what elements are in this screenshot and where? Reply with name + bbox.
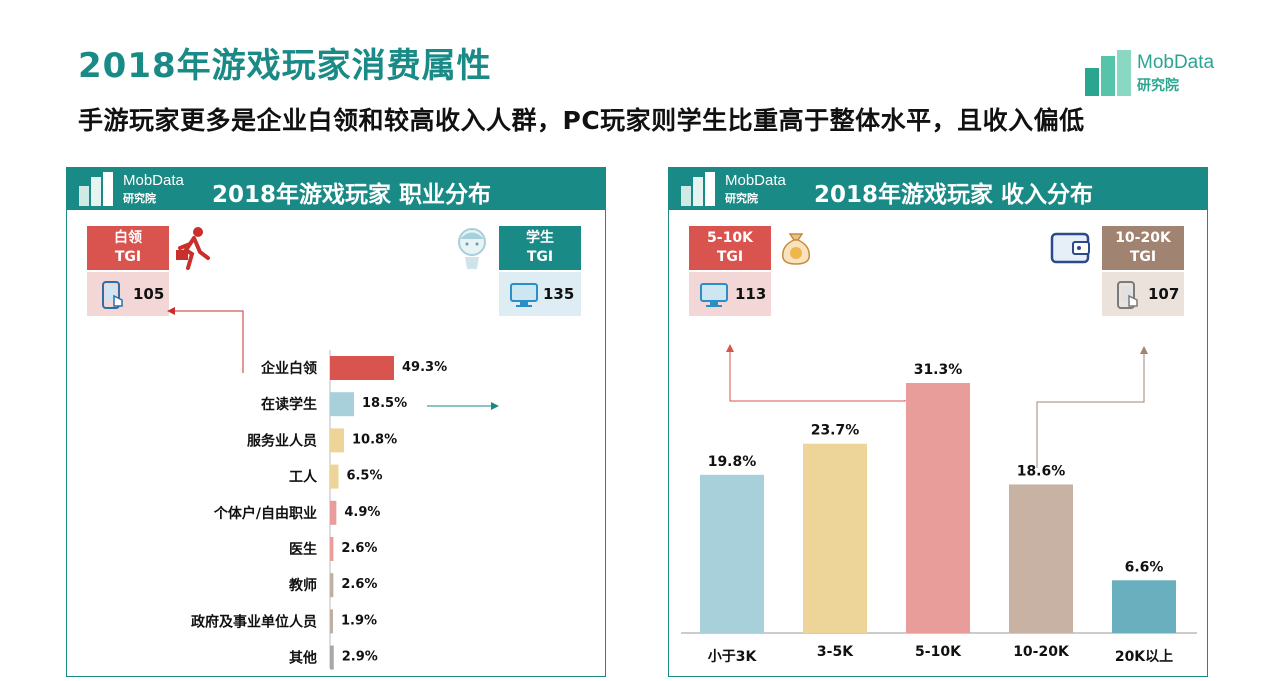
student-avatar-icon [458, 228, 486, 269]
tgi-label-line2: TGI [716, 249, 744, 265]
occupation-category-label: 教师 [289, 577, 317, 594]
income-10-20k-tgi-label: 10-20K TGI [1102, 226, 1184, 270]
student-arrow-head [491, 402, 499, 410]
occupation-bar [330, 573, 334, 598]
tgi-label-line2: TGI [1129, 249, 1157, 265]
occupation-bar [330, 609, 333, 634]
brand-logo: MobData 研究院 [1085, 50, 1245, 96]
income-bar [700, 474, 764, 633]
occupation-category-label: 政府及事业单位人员 [191, 613, 317, 630]
panel-logo-sub: 研究院 [123, 192, 156, 205]
mobile-tap-icon [1117, 281, 1138, 309]
income-category-label: 小于3K [708, 649, 758, 665]
money-bag-icon [781, 233, 811, 265]
income-bar [1112, 580, 1176, 633]
income-value-label: 23.7% [811, 423, 860, 439]
panel-logo-name: MobData [123, 172, 184, 189]
occupation-panel: MobData 研究院 2018年游戏玩家 职业分布 白领 TGI 105 学生… [66, 167, 606, 677]
panel-logo-sub: 研究院 [725, 192, 758, 205]
income-bar [1009, 484, 1073, 633]
wallet-icon [1050, 232, 1090, 264]
monitor-icon [700, 283, 728, 307]
occupation-value-label: 2.6% [341, 541, 377, 556]
occupation-bar [330, 645, 334, 670]
occupation-bar [330, 356, 394, 380]
occupation-value-label: 2.6% [341, 577, 377, 592]
white-collar-tgi-value: 105 [87, 272, 169, 316]
income-value-label: 18.6% [1017, 463, 1066, 479]
mobile-tap-icon [102, 281, 123, 309]
income-10-20k-arrow-line [1036, 352, 1145, 468]
occupation-panel-header: MobData 研究院 2018年游戏玩家 职业分布 [67, 168, 605, 210]
income-category-label: 20K以上 [1115, 649, 1173, 665]
tgi-label-line2: TGI [114, 249, 142, 265]
tgi-label-line1: 5-10K [707, 230, 753, 246]
income-10-20k-arrow-head [1140, 346, 1148, 354]
tgi-number: 107 [1148, 285, 1180, 303]
occupation-category-label: 其他 [289, 650, 317, 667]
occupation-category-label: 在读学生 [261, 396, 317, 413]
income-bar [803, 443, 867, 633]
tgi-label-line2: TGI [526, 249, 554, 265]
running-worker-icon [176, 227, 210, 270]
logo-sub: 研究院 [1137, 78, 1179, 94]
occupation-category-label: 企业白领 [260, 360, 317, 377]
occupation-bar [330, 464, 339, 489]
income-5-10k-arrow-line [729, 350, 906, 402]
mobdata-logo-icon [79, 172, 113, 206]
occupation-category-label: 个体户/自由职业 [213, 505, 317, 522]
occupation-bar [330, 500, 337, 525]
income-category-label: 10-20K [1013, 644, 1070, 660]
occupation-category-label: 服务业人员 [247, 432, 317, 449]
white-collar-arrow-head [167, 307, 175, 315]
income-panel-header: MobData 研究院 2018年游戏玩家 收入分布 [669, 168, 1207, 210]
income-value-label: 6.6% [1125, 559, 1164, 575]
monitor-icon [510, 283, 538, 307]
tgi-number: 113 [735, 285, 767, 303]
occupation-bar [330, 537, 334, 561]
logo-name: MobData [1137, 52, 1215, 73]
tgi-label-line1: 白领 [114, 230, 142, 246]
page-subtitle: 手游玩家更多是企业白领和较高收入人群，PC玩家则学生比重高于整体水平，且收入偏低 [78, 106, 1085, 135]
tgi-label-line1: 学生 [526, 230, 554, 246]
panel-logo-name: MobData [725, 172, 786, 189]
income-category-label: 3-5K [817, 644, 854, 660]
occupation-bar [330, 392, 355, 417]
income-5-10k-arrow-head [726, 344, 734, 352]
income-value-label: 31.3% [914, 362, 963, 378]
tgi-label-line1: 10-20K [1115, 230, 1171, 246]
income-panel-title: 2018年游戏玩家 收入分布 [814, 182, 1094, 208]
occupation-bar [330, 428, 345, 453]
white-collar-tgi-label: 白领 TGI [87, 226, 169, 270]
page-title: 2018年游戏玩家消费属性 [78, 46, 492, 86]
income-bar [906, 383, 970, 633]
occupation-category-label: 医生 [289, 541, 317, 558]
income-5-10k-tgi-label: 5-10K TGI [689, 226, 771, 270]
occupation-bar-chart: 企业白领 49.3% 在读学生 18.5% 服务业人员 10.8% 工人 6.5% 个体户/自由… [167, 307, 499, 670]
income-category-label: 5-10K [915, 644, 962, 660]
student-tgi-label: 学生 TGI [499, 226, 581, 270]
occupation-value-label: 18.5% [362, 396, 407, 411]
occupation-value-label: 10.8% [352, 432, 397, 447]
occupation-value-label: 6.5% [346, 469, 382, 484]
occupation-value-label: 1.9% [341, 613, 377, 628]
occupation-panel-title: 2018年游戏玩家 职业分布 [212, 182, 492, 208]
occupation-value-label: 2.9% [342, 650, 378, 665]
occupation-value-label: 4.9% [344, 505, 380, 520]
tgi-number: 105 [133, 285, 165, 303]
white-collar-arrow-line [173, 310, 244, 373]
occupation-category-label: 工人 [289, 469, 318, 486]
mobdata-logo-icon [1085, 50, 1131, 96]
occupation-value-label: 49.3% [402, 360, 447, 375]
income-5-10k-tgi-value: 113 [689, 272, 771, 316]
income-value-label: 19.8% [708, 454, 757, 470]
student-tgi-value: 135 [499, 272, 581, 316]
income-10-20k-tgi-value: 107 [1102, 272, 1184, 316]
income-bar-chart: 19.8% 小于3K 23.7% 3-5K 31.3% 5-10K 18.6% 10-20K 6… [681, 344, 1197, 665]
mobdata-logo-icon [681, 172, 715, 206]
tgi-number: 135 [543, 285, 575, 303]
income-panel: MobData 研究院 2018年游戏玩家 收入分布 5-10K TGI 113… [668, 167, 1208, 677]
